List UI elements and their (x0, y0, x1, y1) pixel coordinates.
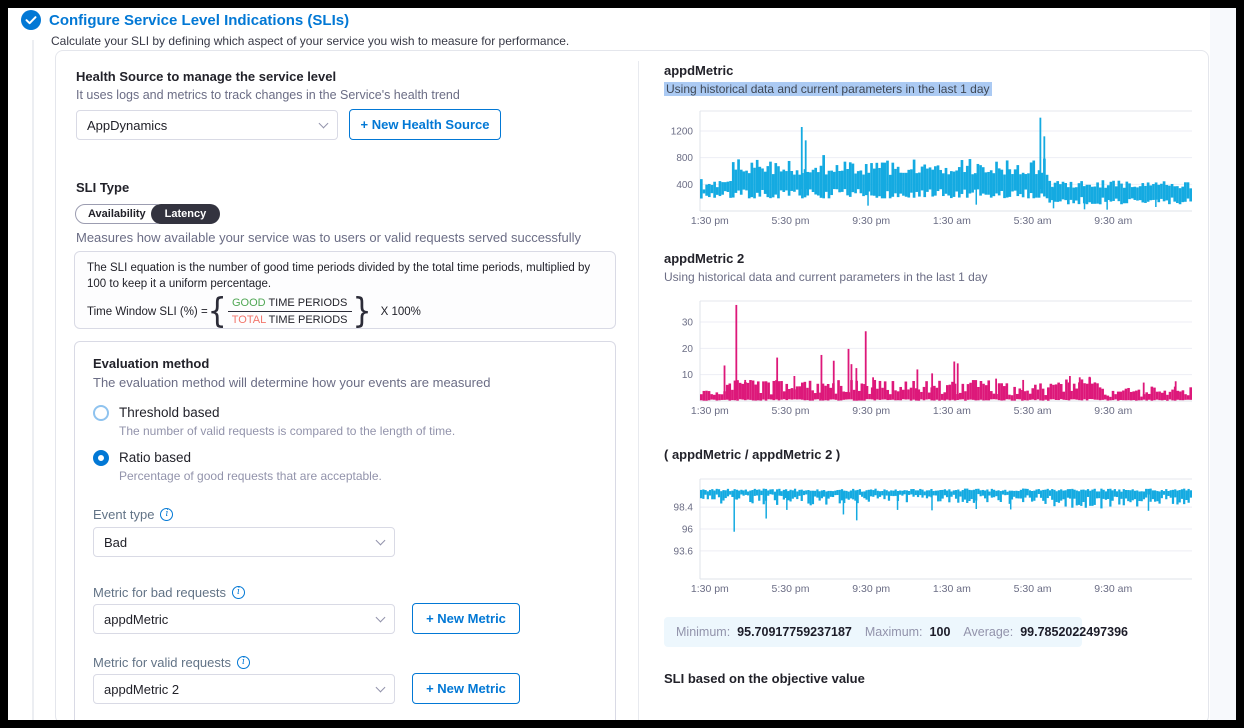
sli-equation-box: The SLI equation is the number of good t… (74, 251, 616, 329)
health-source-value: AppDynamics (87, 117, 168, 133)
wizard-stepper-line (32, 40, 34, 720)
radio-ratio-based[interactable]: Ratio based Percentage of good requests … (93, 450, 382, 483)
sli-type-label: SLI Type (76, 180, 130, 195)
page-subtitle: Calculate your SLI by defining which asp… (51, 34, 570, 48)
health-source-description: It uses logs and metrics to track change… (76, 88, 460, 102)
svg-text:400: 400 (676, 180, 693, 191)
chevron-down-icon (318, 118, 329, 128)
event-type-value: Bad (104, 534, 128, 550)
event-type-label: Event type i (93, 507, 174, 522)
svg-text:9:30 am: 9:30 am (1094, 215, 1132, 227)
evaluation-method-box: Evaluation method The evaluation method … (74, 341, 616, 720)
svg-text:5:30 am: 5:30 am (1014, 215, 1052, 227)
svg-text:9:30 am: 9:30 am (1094, 583, 1132, 595)
svg-text:93.6: 93.6 (674, 546, 694, 557)
average-label: Average: (963, 625, 1014, 639)
chart-ratio-title: ( appdMetric / appdMetric 2 ) (664, 447, 841, 462)
chevron-down-icon (375, 612, 386, 622)
info-icon[interactable]: i (237, 656, 250, 669)
svg-text:1:30 pm: 1:30 pm (691, 583, 729, 595)
sli-objective-title: SLI based on the objective value (664, 671, 865, 686)
evaluation-method-subtitle: The evaluation method will determine how… (93, 375, 491, 390)
svg-text:9:30 pm: 9:30 pm (852, 405, 890, 417)
event-type-select[interactable]: Bad (93, 527, 395, 557)
svg-text:10: 10 (682, 370, 694, 381)
chevron-down-icon (375, 535, 386, 545)
svg-text:30: 30 (682, 318, 694, 329)
formula-denominator: TOTAL TIME PERIODS (231, 314, 348, 327)
formula-numerator: GOOD TIME PERIODS (227, 297, 352, 313)
sli-configuration-page: Configure Service Level Indications (SLI… (8, 8, 1236, 720)
page-title: Configure Service Level Indications (SLI… (49, 12, 350, 29)
sli-card: Health Source to manage the service leve… (55, 50, 1209, 720)
svg-text:98.4: 98.4 (674, 503, 694, 514)
appdmetric-chart: 400 800 1200 1:30 pm 5:30 pm 9:30 pm 1:30 am 5:… (671, 110, 1192, 227)
svg-text:5:30 am: 5:30 am (1014, 405, 1052, 417)
ratio-chart: 93.6 96 98.4 1:30 pm 5:30 pm 9:30 pm 1:30 am 5:… (674, 478, 1192, 595)
radio-threshold-based[interactable]: Threshold based The number of valid requ… (93, 405, 455, 438)
health-source-label: Health Source to manage the service leve… (76, 69, 337, 84)
sli-equation-formula: Time Window SLI (%) = { GOOD TIME PERIOD… (87, 291, 603, 332)
metric-valid-value: appdMetric 2 (104, 681, 180, 697)
new-metric-bad-button[interactable]: + New Metric (412, 603, 520, 634)
svg-text:1:30 am: 1:30 am (933, 583, 971, 595)
info-icon[interactable]: i (160, 508, 174, 521)
svg-text:5:30 pm: 5:30 pm (772, 405, 810, 417)
health-source-select[interactable]: AppDynamics (76, 110, 338, 140)
formula-fraction: GOOD TIME PERIODS TOTAL TIME PERIODS (227, 297, 352, 327)
metric-valid-label: Metric for valid requests i (93, 655, 250, 670)
sli-type-availability-pill[interactable]: Availability (75, 204, 165, 224)
check-circle-icon (21, 10, 41, 30)
chart-appdmetric2-subtitle: Using historical data and current parame… (664, 270, 988, 284)
svg-text:9:30 pm: 9:30 pm (852, 215, 890, 227)
svg-text:1:30 pm: 1:30 pm (691, 405, 729, 417)
page-right-gutter (1210, 8, 1236, 720)
sli-type-toggle: Availability Latency (75, 204, 221, 224)
svg-text:5:30 am: 5:30 am (1014, 583, 1052, 595)
new-metric-valid-button[interactable]: + New Metric (412, 673, 520, 704)
svg-text:1200: 1200 (671, 127, 694, 138)
svg-text:9:30 am: 9:30 am (1094, 405, 1132, 417)
evaluation-method-title: Evaluation method (93, 356, 210, 371)
sli-stats-bar: Minimum: 95.70917759237187 Maximum: 100 … (664, 617, 1128, 647)
metric-bad-select[interactable]: appdMetric (93, 604, 395, 634)
svg-text:5:30 pm: 5:30 pm (772, 583, 810, 595)
average-value: 99.7852022497396 (1020, 625, 1128, 639)
metric-bad-label: Metric for bad requests i (93, 585, 245, 600)
radio-selected-icon[interactable] (93, 450, 109, 466)
maximum-value: 100 (929, 625, 951, 639)
left-brace: { (207, 291, 227, 332)
chart-appdmetric-subtitle: Using historical data and current parame… (664, 82, 992, 96)
svg-text:20: 20 (682, 344, 694, 355)
svg-text:1:30 am: 1:30 am (933, 405, 971, 417)
radio-unselected-icon[interactable] (93, 405, 109, 421)
svg-text:1:30 am: 1:30 am (933, 215, 971, 227)
svg-text:1:30 pm: 1:30 pm (691, 215, 729, 227)
formula-suffix: X 100% (380, 305, 421, 318)
sli-type-description: Measures how available your service was … (76, 230, 582, 245)
metric-valid-select[interactable]: appdMetric 2 (93, 674, 395, 704)
sli-equation-description: The SLI equation is the number of good t… (87, 262, 591, 290)
metric-bad-value: appdMetric (104, 611, 169, 627)
column-divider (638, 61, 639, 720)
right-brace: } (352, 291, 372, 332)
sli-type-latency-pill[interactable]: Latency (150, 204, 221, 224)
svg-text:800: 800 (676, 153, 693, 164)
svg-text:96: 96 (682, 525, 694, 536)
info-icon[interactable]: i (231, 586, 245, 599)
chevron-down-icon (375, 682, 386, 692)
svg-text:5:30 pm: 5:30 pm (772, 215, 810, 227)
minimum-label: Minimum: (676, 625, 731, 639)
chart-appdmetric2-title: appdMetric 2 (664, 251, 745, 266)
formula-prefix: Time Window SLI (%) = (87, 305, 208, 318)
svg-text:9:30 pm: 9:30 pm (852, 583, 890, 595)
new-health-source-button[interactable]: + New Health Source (349, 109, 501, 140)
appdmetric2-chart: 10 20 30 1:30 pm 5:30 pm 9:30 pm 1:30 am 5:30 a… (682, 300, 1192, 417)
maximum-label: Maximum: (864, 625, 923, 639)
chart-appdmetric-title: appdMetric (664, 63, 734, 78)
minimum-value: 95.70917759237187 (737, 625, 852, 639)
